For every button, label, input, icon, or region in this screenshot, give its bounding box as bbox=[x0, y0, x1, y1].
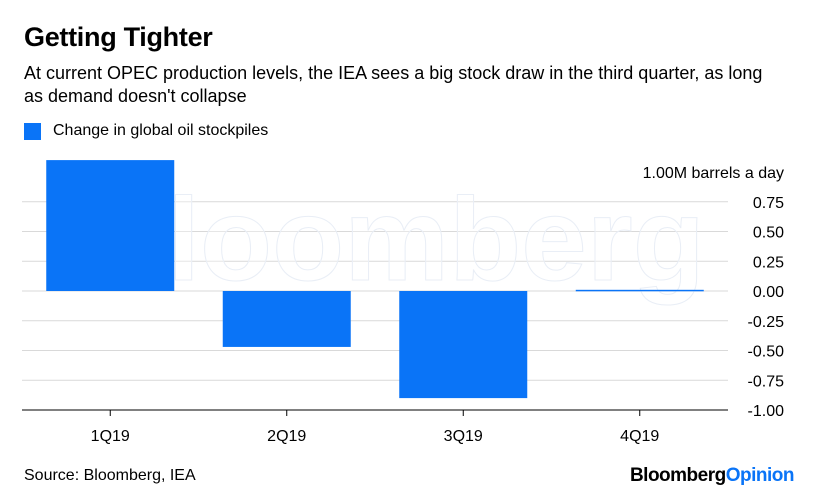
y-tick-label: 1.00M barrels a day bbox=[643, 165, 784, 182]
x-tick-label: 1Q19 bbox=[91, 428, 130, 445]
y-tick-label: 0.25 bbox=[753, 254, 784, 271]
y-tick-label: -0.75 bbox=[748, 373, 785, 390]
legend-label: Change in global oil stockpiles bbox=[53, 122, 269, 139]
bar-1q19 bbox=[46, 160, 175, 291]
y-tick-label: 0.00 bbox=[753, 284, 784, 301]
y-axis-ticks: -1.00 -0.75 -0.50 -0.25 0.00 0.25 0.50 0.75 1.00… bbox=[643, 165, 785, 420]
source-note: Source: Bloomberg, IEA bbox=[24, 467, 196, 484]
watermark-text: Bloomberg bbox=[82, 174, 705, 306]
legend-swatch bbox=[24, 122, 41, 140]
bar-2q19 bbox=[222, 291, 351, 347]
x-tick-label: 2Q19 bbox=[267, 428, 306, 445]
brand-logo: BloombergOpinion bbox=[629, 465, 795, 487]
y-tick-label: -0.50 bbox=[748, 344, 785, 361]
x-tick-label: 3Q19 bbox=[444, 428, 483, 445]
legend: Change in global oil stockpiles bbox=[24, 122, 268, 140]
watermark: Bloomberg bbox=[82, 174, 706, 307]
brand-opinion: Opinion bbox=[725, 465, 795, 486]
brand-name: Bloomberg bbox=[629, 465, 726, 486]
bar-3q19 bbox=[399, 291, 528, 399]
chart-title: Getting Tighter bbox=[24, 22, 213, 52]
chart-subtitle: At current OPEC production levels, the I… bbox=[24, 63, 763, 106]
bar-chart: Bloomberg -1.00 -0.75 -0.50 -0.25 0.00 0.25 0.… bbox=[22, 160, 785, 445]
x-axis: 1Q19 2Q19 3Q19 4Q19 bbox=[22, 409, 728, 445]
bars bbox=[46, 160, 704, 399]
y-tick-label: -1.00 bbox=[748, 403, 785, 420]
y-tick-label: 0.50 bbox=[753, 225, 784, 242]
x-tick-label: 4Q19 bbox=[620, 428, 659, 445]
bar-4q19 bbox=[575, 289, 704, 292]
y-tick-label: -0.25 bbox=[748, 314, 785, 331]
y-tick-label: 0.75 bbox=[753, 195, 784, 212]
